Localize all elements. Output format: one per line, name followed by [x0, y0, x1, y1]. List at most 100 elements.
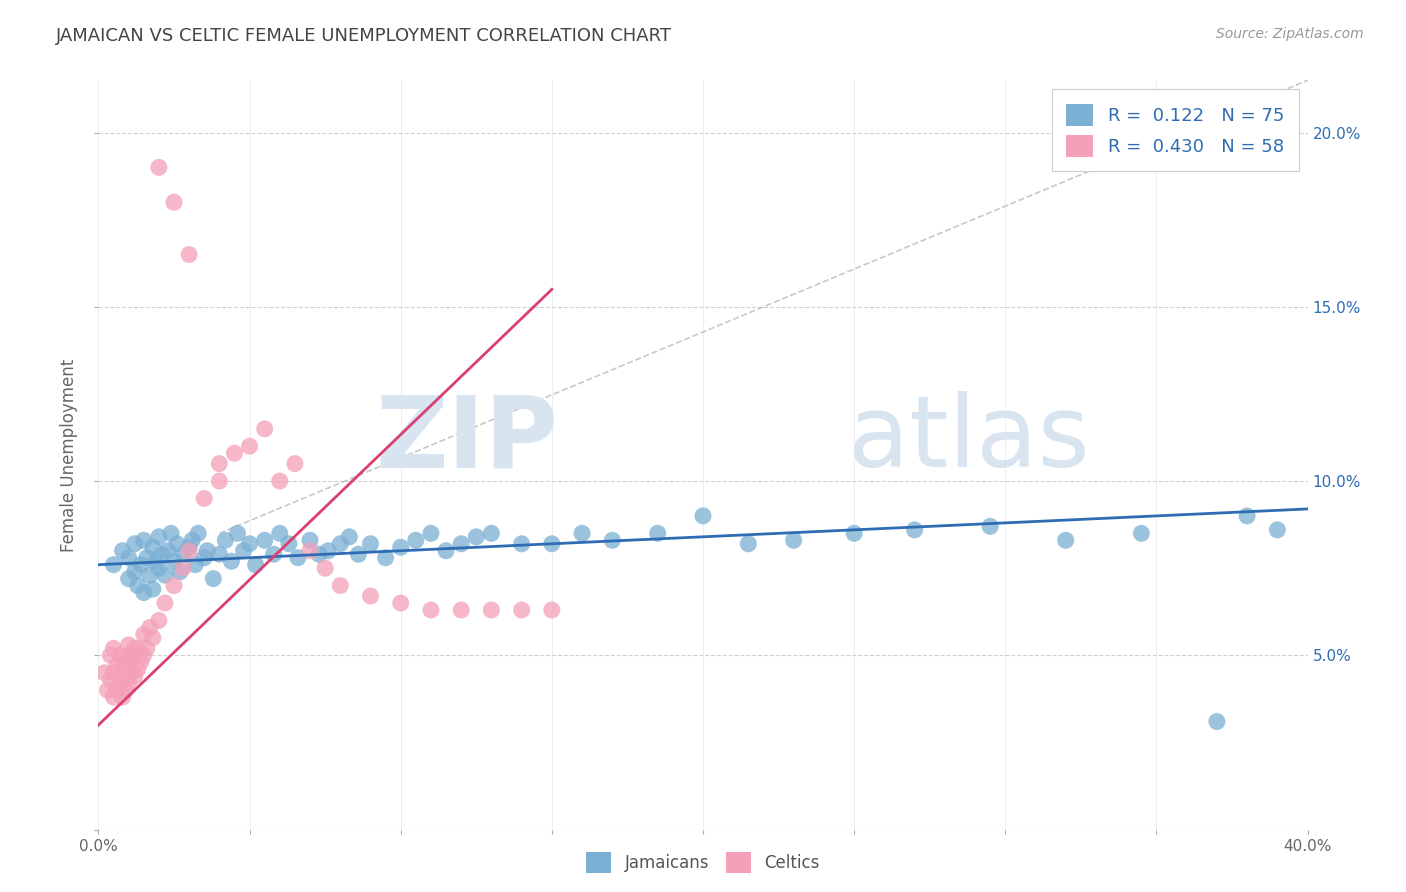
Legend: R =  0.122   N = 75, R =  0.430   N = 58: R = 0.122 N = 75, R = 0.430 N = 58: [1052, 89, 1299, 171]
Point: [118, 655, 141, 669]
Y-axis label: Female Unemployment: Female Unemployment: [60, 359, 79, 551]
Point: [139, 568, 162, 582]
Point: [160, 526, 183, 541]
Point: [904, 523, 927, 537]
Point: [127, 662, 149, 676]
Point: [263, 547, 285, 561]
Point: [96, 683, 118, 698]
Point: [329, 537, 352, 551]
Point: [142, 541, 165, 555]
Point: [647, 526, 669, 541]
Point: [184, 558, 207, 572]
Point: [118, 638, 141, 652]
Point: [571, 526, 593, 541]
Point: [148, 561, 170, 575]
Point: [118, 648, 141, 663]
Point: [420, 603, 443, 617]
Point: [105, 683, 128, 698]
Point: [481, 603, 503, 617]
Point: [226, 526, 249, 541]
Point: [299, 543, 322, 558]
Point: [465, 530, 488, 544]
Point: [145, 554, 167, 568]
Point: [114, 655, 136, 669]
Point: [150, 547, 173, 561]
Point: [163, 579, 186, 593]
Point: [316, 543, 339, 558]
Point: [360, 589, 382, 603]
Point: [269, 474, 291, 488]
Point: [135, 641, 157, 656]
Point: [163, 554, 186, 568]
Point: [121, 665, 143, 680]
Point: [148, 161, 170, 175]
Point: [374, 550, 396, 565]
Point: [208, 547, 231, 561]
Point: [179, 541, 201, 555]
Point: [314, 561, 336, 575]
Point: [1206, 714, 1229, 729]
Point: [108, 648, 131, 663]
Point: [602, 533, 624, 548]
Point: [181, 533, 204, 548]
Point: [540, 603, 562, 617]
Point: [193, 550, 215, 565]
Point: [114, 673, 136, 687]
Point: [389, 541, 412, 555]
Point: [139, 620, 162, 634]
Point: [163, 195, 186, 210]
Point: [172, 561, 194, 575]
Point: [111, 543, 134, 558]
Point: [93, 665, 115, 680]
Point: [208, 457, 231, 471]
Point: [153, 596, 176, 610]
Point: [179, 247, 201, 261]
Point: [239, 439, 262, 453]
Point: [221, 554, 243, 568]
Point: [308, 547, 330, 561]
Point: [245, 558, 267, 572]
Point: [1130, 526, 1153, 541]
Point: [148, 614, 170, 628]
Point: [132, 585, 155, 599]
Point: [1236, 508, 1258, 523]
Point: [692, 508, 714, 523]
Point: [103, 558, 125, 572]
Point: [142, 631, 165, 645]
Point: [208, 474, 231, 488]
Point: [124, 641, 146, 656]
Point: [224, 446, 246, 460]
Point: [979, 519, 1001, 533]
Point: [179, 543, 201, 558]
Point: [129, 655, 152, 669]
Text: atlas: atlas: [848, 392, 1090, 489]
Point: [103, 665, 125, 680]
Point: [118, 550, 141, 565]
Point: [114, 683, 136, 698]
Point: [269, 526, 291, 541]
Point: [329, 579, 352, 593]
Point: [193, 491, 215, 506]
Point: [124, 565, 146, 579]
Point: [105, 658, 128, 673]
Point: [420, 526, 443, 541]
Point: [195, 543, 218, 558]
Point: [287, 550, 309, 565]
Point: [347, 547, 370, 561]
Point: [481, 526, 503, 541]
Point: [232, 543, 254, 558]
Point: [127, 641, 149, 656]
Point: [202, 572, 225, 586]
Point: [111, 690, 134, 705]
Point: [450, 537, 472, 551]
Point: [510, 603, 533, 617]
Point: [187, 526, 209, 541]
Point: [100, 673, 122, 687]
Point: [118, 572, 141, 586]
Point: [142, 582, 165, 596]
Point: [510, 537, 533, 551]
Point: [253, 422, 276, 436]
Text: ZIP: ZIP: [375, 392, 558, 489]
Point: [239, 537, 262, 551]
Point: [214, 533, 236, 548]
